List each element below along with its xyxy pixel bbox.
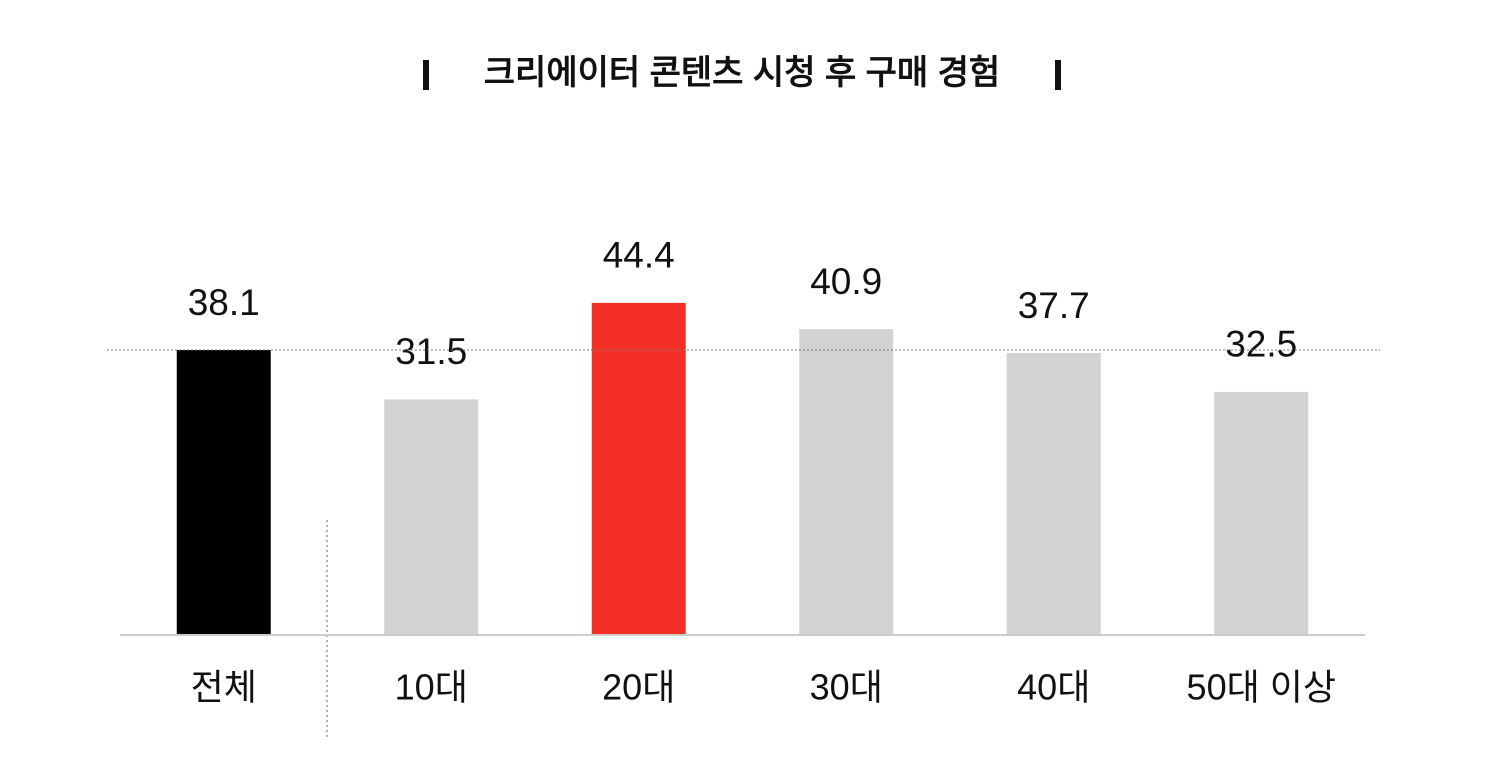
bar bbox=[176, 350, 271, 635]
chart-title: 크리에이터 콘텐츠 시청 후 구매 경험 bbox=[484, 54, 1000, 92]
x-tick-label: 10대 bbox=[395, 667, 468, 708]
bar bbox=[384, 399, 479, 635]
bar bbox=[1214, 391, 1309, 635]
value-label: 32.5 bbox=[1225, 324, 1297, 365]
x-tick-label: 20대 bbox=[602, 667, 675, 708]
value-label: 44.4 bbox=[603, 235, 675, 276]
bar bbox=[799, 329, 894, 635]
title-decoration bbox=[423, 60, 429, 90]
x-tick-label: 40대 bbox=[1017, 667, 1090, 708]
value-label: 40.9 bbox=[810, 261, 882, 302]
bar bbox=[1006, 353, 1101, 635]
value-label: 31.5 bbox=[395, 331, 467, 372]
x-tick-label: 30대 bbox=[810, 667, 883, 708]
bar bbox=[591, 302, 686, 635]
title-decoration bbox=[1055, 60, 1061, 90]
x-tick-label: 전체 bbox=[191, 667, 257, 708]
value-label: 37.7 bbox=[1018, 285, 1090, 326]
x-tick-label: 50대 이상 bbox=[1187, 667, 1336, 708]
value-label: 38.1 bbox=[188, 282, 260, 323]
